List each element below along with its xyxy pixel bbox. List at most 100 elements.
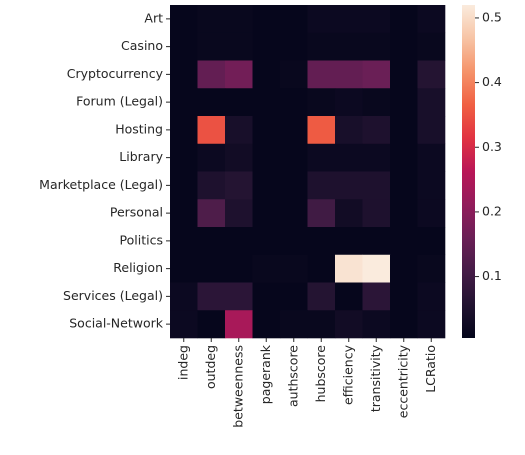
- row-label: Art: [144, 10, 163, 25]
- heatmap-cell: [307, 88, 336, 117]
- heatmap-cell: [390, 227, 418, 256]
- heatmap-cell: [390, 32, 418, 61]
- heatmap-cell: [417, 171, 446, 200]
- heatmap-cell: [197, 60, 226, 89]
- heatmap-cell: [362, 310, 391, 339]
- heatmap-cell: [280, 32, 308, 61]
- heatmap-cell: [280, 171, 308, 200]
- heatmap-cell: [225, 227, 253, 256]
- heatmap-cell: [280, 143, 308, 172]
- heatmap-cell: [252, 116, 281, 145]
- column-label: outdeg: [203, 345, 218, 389]
- heatmap-cell: [417, 60, 446, 89]
- heatmap-cell: [252, 254, 281, 283]
- heatmap-cell: [362, 254, 391, 283]
- heatmap-cell: [252, 171, 281, 200]
- heatmap-cell: [417, 143, 446, 172]
- heatmap-cell: [417, 282, 446, 311]
- heatmap-cell: [280, 310, 308, 339]
- heatmap-cell: [170, 143, 198, 172]
- row-label: Marketplace (Legal): [39, 177, 163, 192]
- heatmap-cell: [197, 116, 226, 145]
- heatmap-cell: [362, 199, 391, 228]
- heatmap-cell: [252, 310, 281, 339]
- heatmap-cell: [390, 60, 418, 89]
- heatmap-cell: [225, 5, 253, 34]
- heatmap-cell: [225, 254, 253, 283]
- heatmap-cell: [362, 171, 391, 200]
- heatmap-cell: [225, 60, 253, 89]
- heatmap-cell: [225, 310, 253, 339]
- heatmap-cell: [390, 254, 418, 283]
- heatmap-cell: [335, 254, 363, 283]
- heatmap-cell: [197, 143, 226, 172]
- heatmap-cell: [197, 88, 226, 117]
- heatmap-cell: [335, 60, 363, 89]
- heatmap-cell: [197, 310, 226, 339]
- heatmap-cell: [280, 254, 308, 283]
- heatmap-cell: [225, 88, 253, 117]
- heatmap-cell: [417, 32, 446, 61]
- heatmap-cell: [390, 171, 418, 200]
- heatmap-cell: [307, 171, 336, 200]
- heatmap-cell: [170, 5, 198, 34]
- row-label: Politics: [120, 232, 163, 247]
- heatmap-cell: [335, 227, 363, 256]
- heatmap-cell: [280, 5, 308, 34]
- row-label: Services (Legal): [63, 288, 163, 303]
- heatmap-cell: [417, 5, 446, 34]
- heatmap-cell: [225, 282, 253, 311]
- heatmap-cell: [362, 227, 391, 256]
- heatmap-cell: [252, 60, 281, 89]
- heatmap-cell: [170, 32, 198, 61]
- heatmap-cell: [335, 116, 363, 145]
- colorbar: [462, 5, 475, 338]
- heatmap-cell: [390, 5, 418, 34]
- heatmap-cell: [335, 88, 363, 117]
- heatmap-cell: [390, 282, 418, 311]
- heatmap-cell: [362, 60, 391, 89]
- heatmap-cell: [307, 227, 336, 256]
- heatmap-cell: [225, 116, 253, 145]
- heatmap-cell: [252, 5, 281, 34]
- heatmap-cell: [307, 116, 336, 145]
- column-label: authscore: [285, 345, 300, 407]
- heatmap-cell: [307, 5, 336, 34]
- heatmap-cell: [390, 143, 418, 172]
- heatmap-cell: [390, 88, 418, 117]
- heatmap-cell: [225, 32, 253, 61]
- row-label: Hosting: [115, 121, 163, 136]
- column-label: betweenness: [230, 345, 245, 428]
- heatmap-cell: [417, 199, 446, 228]
- column-label: hubscore: [313, 345, 328, 403]
- heatmap-cell: [307, 199, 336, 228]
- row-label: Casino: [121, 38, 163, 53]
- heatmap-cell: [252, 143, 281, 172]
- heatmap-cell: [307, 143, 336, 172]
- heatmap-cell: [335, 199, 363, 228]
- heatmap-cell: [280, 88, 308, 117]
- heatmap-cell: [252, 32, 281, 61]
- heatmap-cell: [335, 5, 363, 34]
- row-label: Personal: [110, 205, 163, 220]
- row-label: Social-Network: [69, 316, 164, 331]
- heatmap-cell: [417, 310, 446, 339]
- colorbar-tick-label: 0.3: [482, 139, 502, 154]
- column-label: efficiency: [340, 344, 355, 405]
- heatmap-cell: [307, 254, 336, 283]
- heatmap-cell: [335, 282, 363, 311]
- heatmap-cell: [197, 32, 226, 61]
- heatmap-cell: [335, 143, 363, 172]
- heatmap-cell: [307, 282, 336, 311]
- heatmap-cell: [252, 199, 281, 228]
- heatmap-cell: [280, 116, 308, 145]
- heatmap-cell: [417, 254, 446, 283]
- column-label: transitivity: [368, 344, 383, 412]
- heatmap-cell: [170, 282, 198, 311]
- heatmap-cell: [280, 60, 308, 89]
- heatmap-cell: [362, 88, 391, 117]
- heatmap-cell: [252, 282, 281, 311]
- heatmap-cell: [307, 32, 336, 61]
- heatmap-cell: [335, 171, 363, 200]
